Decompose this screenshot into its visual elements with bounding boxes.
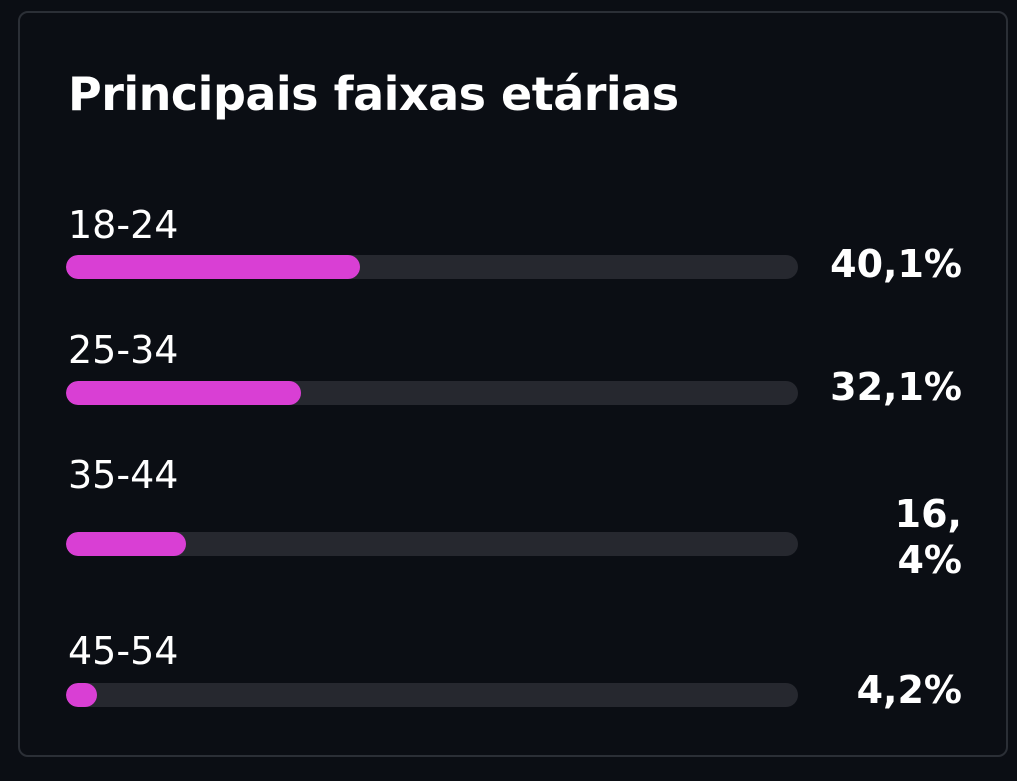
progress-fill bbox=[66, 532, 187, 556]
age-range-label: 45-54 bbox=[68, 629, 179, 673]
progress-track bbox=[66, 532, 798, 556]
age-ranges-card: Principais faixas etárias 18-24 40,1% 25… bbox=[18, 11, 1008, 757]
progress-track bbox=[66, 381, 798, 405]
progress-fill bbox=[66, 255, 360, 279]
percent-value: 40,1% bbox=[830, 242, 962, 286]
progress-track bbox=[66, 255, 798, 279]
card-title: Principais faixas etárias bbox=[68, 67, 679, 121]
age-range-label: 18-24 bbox=[68, 203, 179, 247]
percent-value: 16,4% bbox=[894, 492, 962, 582]
age-range-label: 25-34 bbox=[68, 328, 179, 372]
progress-track bbox=[66, 683, 798, 707]
progress-fill bbox=[66, 683, 97, 707]
age-range-label: 35-44 bbox=[68, 453, 179, 497]
progress-fill bbox=[66, 381, 301, 405]
percent-value: 4,2% bbox=[856, 668, 962, 712]
percent-value: 32,1% bbox=[830, 365, 962, 409]
